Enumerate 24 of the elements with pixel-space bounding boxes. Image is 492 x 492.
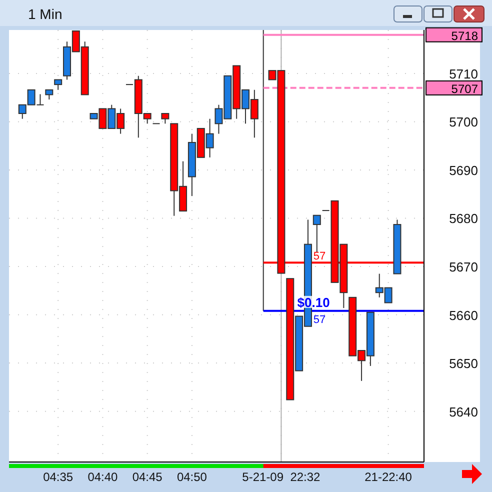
annotation: 57	[313, 250, 326, 263]
candlestick	[161, 113, 170, 124]
x-tick-label: 5-21-09 22:32	[242, 470, 321, 484]
y-tick-label: 5660	[449, 308, 478, 323]
annotation: $0.10	[297, 294, 330, 310]
candlestick	[45, 89, 54, 100]
chart-title: 1 Min	[28, 6, 62, 22]
x-tick-label: 21-22:40	[364, 470, 412, 484]
x-tick-label: 04:50	[176, 470, 208, 484]
x-tick-label: 04:40	[88, 470, 118, 484]
y-tick-label: 5650	[449, 356, 478, 372]
candlestick	[312, 214, 321, 253]
y-tick-label: 5680	[449, 211, 478, 226]
annotation: 57	[313, 314, 326, 326]
ref-line-label: 5707	[451, 82, 478, 96]
x-tick-label: 04:35	[43, 470, 74, 484]
x-tick-label: 04:45	[132, 470, 163, 484]
y-tick-label: 5670	[449, 260, 478, 275]
ref-line-label: 5718	[451, 28, 478, 43]
y-tick-label: 5640	[449, 404, 478, 420]
y-tick-label: 5700	[449, 114, 478, 130]
y-tick-label: 5690	[449, 162, 478, 178]
candlestick	[54, 79, 62, 90]
y-tick-label: 5710	[449, 66, 478, 82]
